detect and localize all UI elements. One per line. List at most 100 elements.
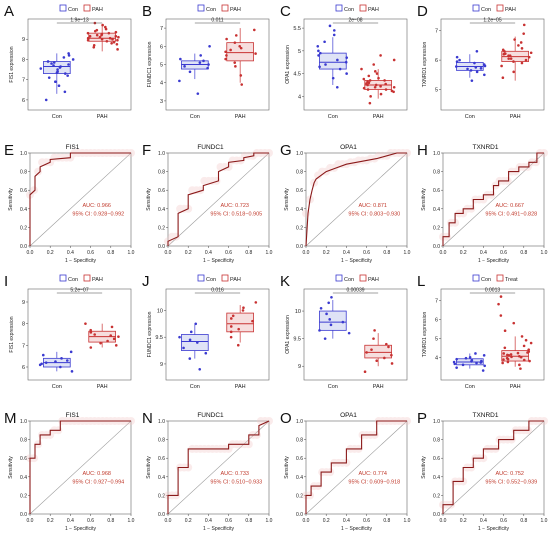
data-point — [106, 339, 109, 343]
panel-B: B Con PAH 3 4 5 6 7 FUNDC1 expression Con PAH 0.011 — [142, 3, 270, 120]
chart-title: TXNRD1 — [472, 412, 498, 419]
data-point — [44, 361, 48, 364]
x-tick-label: Con — [465, 114, 475, 120]
data-point — [88, 34, 92, 38]
data-point — [499, 314, 503, 317]
legend-label: Con — [68, 7, 78, 13]
data-point — [231, 314, 235, 318]
ci-label: 95% CI: 0.928−0.992 — [72, 211, 124, 217]
reference-diagonal — [305, 152, 408, 247]
auc-label: AUC: 0.968 — [83, 471, 111, 477]
roc-curve — [29, 420, 131, 514]
x-axis-label: 1 − Specificity — [478, 258, 509, 264]
data-point — [501, 48, 505, 52]
data-point — [387, 345, 390, 349]
y-tick-label: 0.0 — [296, 512, 303, 518]
y-tick-label: 0.2 — [433, 493, 440, 499]
chart-title: OPA1 — [340, 412, 357, 419]
data-point — [501, 361, 504, 365]
data-point — [224, 50, 227, 54]
data-point — [362, 77, 366, 81]
y-tick-label: 0.8 — [158, 438, 165, 444]
data-point — [178, 79, 181, 83]
data-point — [524, 58, 528, 62]
data-point — [93, 333, 96, 336]
data-point — [506, 353, 509, 357]
data-point — [242, 306, 245, 310]
ci-label: 95% CI: 0.927−0.994 — [72, 479, 124, 485]
data-point — [208, 45, 211, 48]
data-point — [89, 346, 93, 349]
y-tick-label: 0.8 — [433, 170, 440, 176]
x-axis-label: 1 − Specificity — [341, 258, 372, 264]
panel-N: N FUNDC1 0.00.0 0.2 0.2 0.4 0.4 0.6 0.6 0.8 0.8 1.0… — [142, 410, 273, 532]
box-con — [181, 334, 209, 351]
chart-title: FIS1 — [66, 144, 80, 151]
plot-frame — [303, 288, 408, 381]
y-tick-label: 0.8 — [158, 170, 165, 176]
y-tick-label: 0.4 — [20, 475, 27, 481]
reference-diagonal — [305, 420, 408, 515]
y-axis-label: OPA1 expression — [285, 45, 291, 84]
legend-swatch-con — [197, 274, 205, 282]
x-tick-label: 0.0 — [165, 250, 172, 256]
legend-label: PAH — [368, 7, 379, 13]
data-point — [517, 44, 520, 47]
ci-band-blob — [358, 156, 367, 165]
data-point — [225, 54, 228, 57]
legend-swatch-pah — [496, 4, 504, 12]
y-tick-label: 9.5 — [155, 335, 163, 341]
y-tick-label: 0.0 — [433, 244, 440, 250]
x-tick-label: PAH — [373, 114, 384, 120]
data-point — [366, 88, 370, 91]
data-point — [110, 41, 113, 45]
data-point — [527, 55, 531, 59]
plot-frame — [440, 288, 545, 381]
data-point — [390, 353, 393, 357]
x-tick-label: 0.8 — [107, 518, 114, 524]
data-point — [233, 41, 237, 44]
panel-letter: I — [4, 273, 8, 290]
data-point — [503, 329, 507, 333]
y-tick-label: 0.4 — [20, 207, 27, 213]
panel-letter: N — [142, 410, 153, 427]
ci-label: 95% CI: 0.803−0.930 — [348, 211, 400, 217]
x-axis-label: 1 − Specificity — [478, 526, 509, 532]
data-point — [114, 34, 118, 38]
ci-band-blob — [54, 153, 63, 162]
data-point — [520, 335, 524, 338]
data-point — [254, 301, 258, 304]
data-point — [56, 68, 59, 71]
data-point — [338, 67, 342, 71]
panel-letter: G — [280, 142, 292, 159]
data-point — [475, 361, 478, 365]
y-tick-label: 0.8 — [20, 170, 27, 176]
x-tick-label: 0.4 — [205, 250, 212, 256]
data-point — [254, 52, 257, 55]
data-point — [95, 28, 99, 32]
data-point — [188, 338, 192, 342]
ci-band-blob — [188, 186, 197, 195]
panel-letter: A — [4, 3, 14, 20]
auc-label: AUC: 0.774 — [359, 471, 387, 477]
x-tick-label: 0.8 — [245, 250, 252, 256]
y-tick-label: 10 — [157, 308, 163, 314]
panel-letter: K — [280, 273, 290, 290]
data-point — [62, 56, 66, 59]
data-point — [527, 348, 531, 351]
data-point — [100, 37, 104, 41]
data-point — [362, 86, 366, 90]
data-point — [234, 65, 237, 68]
y-tick-label: 9 — [160, 362, 163, 368]
y-tick-label: 9 — [22, 300, 25, 306]
y-tick-label: 0.4 — [433, 207, 440, 213]
data-point — [236, 343, 240, 347]
data-point — [86, 38, 90, 42]
y-tick-label: 6 — [435, 317, 438, 323]
data-point — [461, 363, 465, 367]
panel-O: O OPA1 0.00.0 0.2 0.2 0.4 0.4 0.6 0.6 0.8 0.8 1.0 1.… — [280, 410, 411, 532]
data-point — [46, 60, 50, 63]
data-point — [318, 65, 321, 69]
ci-band-blob — [240, 151, 249, 160]
data-point — [470, 358, 474, 362]
